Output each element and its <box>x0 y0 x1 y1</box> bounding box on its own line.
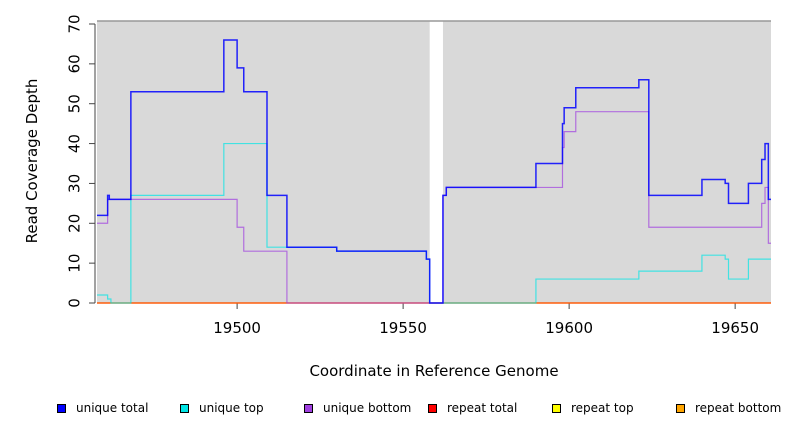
legend-label: repeat top <box>571 401 634 415</box>
legend-item: repeat bottom <box>676 401 781 415</box>
gap-region <box>429 21 443 303</box>
legend-swatch <box>180 403 189 413</box>
x-tick-label: 19600 <box>545 319 593 337</box>
legend-swatch <box>304 403 313 413</box>
y-tick-label: 30 <box>66 174 84 193</box>
legend-label: repeat total <box>447 401 518 415</box>
coverage-chart: 0 10 20 30 40 50 60 70 19500 19550 19600 19650 <box>66 14 771 337</box>
legend-swatch <box>552 403 561 413</box>
legend-swatch <box>676 403 685 413</box>
y-tick-label: 60 <box>66 54 84 73</box>
y-tick-label: 20 <box>66 214 84 233</box>
legend-label: unique total <box>76 401 149 415</box>
legend-label: unique bottom <box>323 401 412 415</box>
legend-item: repeat top <box>552 401 634 415</box>
y-tick-label: 70 <box>66 14 84 33</box>
legend-item: unique total <box>57 401 148 415</box>
y-axis-title: Read Coverage Depth <box>23 78 41 244</box>
legend-label: repeat bottom <box>695 401 782 415</box>
legend-item: repeat total <box>428 401 517 415</box>
x-tick-label: 19500 <box>213 319 261 337</box>
legend-swatch <box>57 403 66 413</box>
legend-swatch <box>428 403 437 413</box>
legend-item: unique top <box>180 401 264 415</box>
series-line-unique-bottom <box>97 111 771 304</box>
x-tick-label: 19650 <box>711 319 759 337</box>
legend: unique total unique top unique bottom repea… <box>0 401 792 417</box>
y-tick-label: 0 <box>66 298 84 308</box>
series-line-unique-total <box>97 39 771 304</box>
legend-label: unique top <box>199 401 264 415</box>
y-tick-label: 50 <box>66 94 84 113</box>
y-tick-label: 10 <box>66 254 84 273</box>
legend-item: unique bottom <box>304 401 411 415</box>
x-tick-label: 19550 <box>379 319 427 337</box>
x-axis-title: Coordinate in Reference Genome <box>309 362 559 380</box>
y-tick-label: 40 <box>66 134 84 153</box>
